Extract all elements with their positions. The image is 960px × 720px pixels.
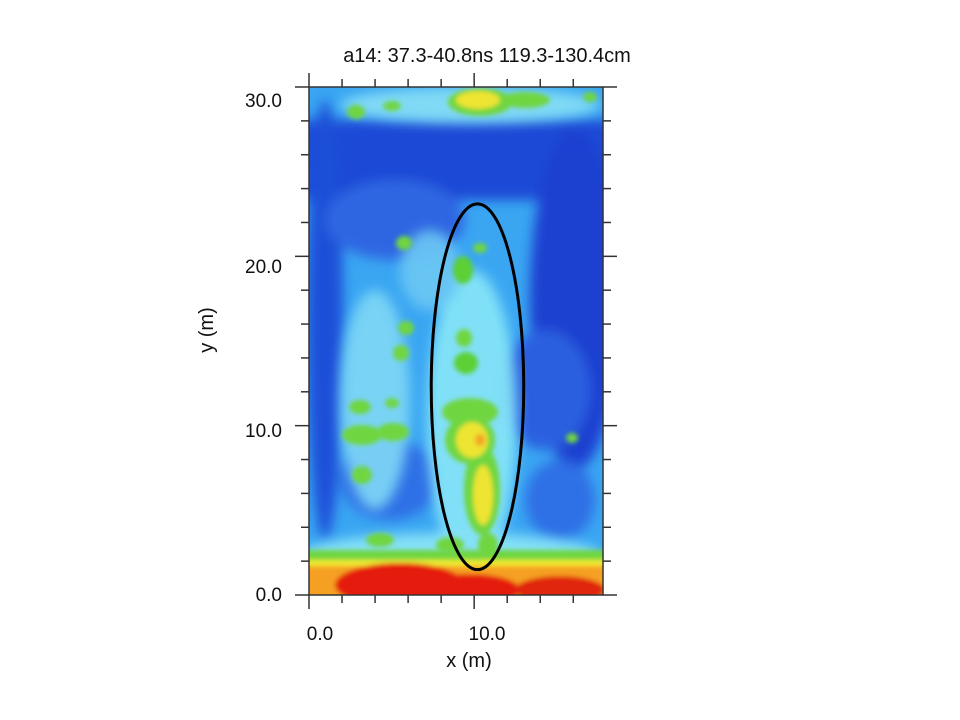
highlight-ellipse — [429, 202, 526, 572]
heatmap-area — [309, 87, 603, 595]
anomaly-top-yellow — [456, 91, 500, 109]
anomaly-green-12 — [566, 433, 578, 443]
y-tick-label-30: 30.0 — [245, 91, 282, 112]
y-tick-label-10: 10.0 — [245, 421, 282, 442]
bottom-band-red-right — [515, 576, 603, 595]
anomaly-green-8 — [385, 398, 399, 408]
heatmap-cyan-left-column — [340, 290, 410, 510]
anomaly-green-4 — [393, 345, 409, 361]
anomaly-green-10 — [377, 423, 409, 441]
anomaly-yellow-top — [456, 422, 488, 458]
anomaly-green-top-1 — [347, 105, 365, 119]
heatmap-blue-lower-right — [525, 460, 595, 540]
x-axis-label: x (m) — [446, 650, 492, 672]
axis-ticks — [295, 73, 617, 609]
anomaly-orange-core — [475, 434, 485, 446]
anomaly-green-top-2 — [383, 101, 401, 111]
anomaly-green-6 — [454, 352, 478, 374]
bottom-band-red-mid — [420, 574, 520, 595]
plot-frame — [308, 86, 604, 596]
anomaly-green-9 — [342, 425, 382, 445]
anomaly-green-1 — [396, 236, 412, 250]
heatmap-cyan-upper-mid — [400, 230, 460, 310]
y-axis-label: y (m) — [196, 307, 218, 353]
heatmap-deep-blue-left — [309, 100, 343, 540]
anomaly-green-11 — [352, 466, 372, 484]
anomaly-green-ellipse-top — [473, 243, 487, 253]
anomaly-green-2 — [453, 256, 473, 284]
anomaly-column-top — [442, 398, 498, 426]
anomaly-green-top-4 — [583, 92, 597, 102]
anomaly-green-top-3 — [500, 92, 550, 108]
y-tick-label-20: 20.0 — [245, 257, 282, 278]
chart-title: a14: 37.3-40.8ns 119.3-130.4cm — [343, 45, 631, 67]
anomaly-green-5 — [456, 329, 472, 347]
x-tick-label-0: 0.0 — [307, 624, 333, 645]
anomaly-green-13 — [366, 533, 394, 547]
y-tick-label-0: 0.0 — [256, 585, 282, 606]
anomaly-green-7 — [349, 400, 371, 414]
x-tick-label-10: 10.0 — [469, 624, 506, 645]
anomaly-green-3 — [398, 321, 414, 335]
anomaly-yellow-lower — [473, 465, 493, 525]
